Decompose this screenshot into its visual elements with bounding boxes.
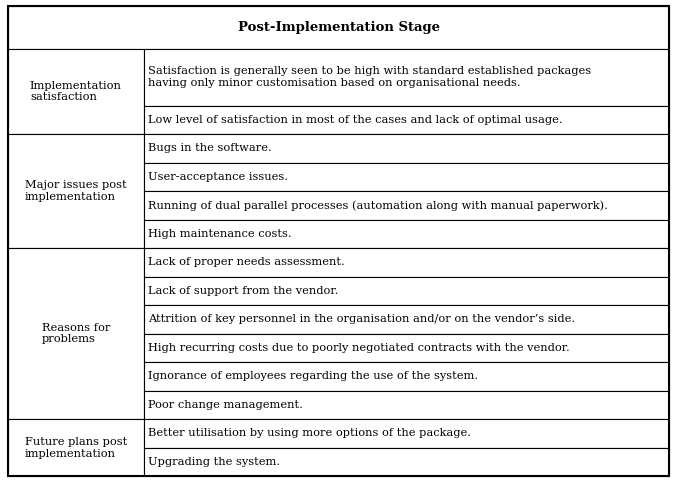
Text: User-acceptance issues.: User-acceptance issues. — [148, 172, 288, 182]
Bar — [144, 305, 669, 334]
Text: Bugs in the software.: Bugs in the software. — [148, 143, 272, 153]
Text: Future plans post
implementation: Future plans post implementation — [25, 437, 127, 458]
Text: Implementation
satisfaction: Implementation satisfaction — [30, 80, 122, 102]
Bar — [144, 220, 669, 248]
Text: Lack of proper needs assessment.: Lack of proper needs assessment. — [148, 257, 345, 268]
Text: Running of dual parallel processes (automation along with manual paperwork).: Running of dual parallel processes (auto… — [148, 200, 608, 211]
Bar — [8, 49, 144, 134]
Bar — [144, 391, 669, 419]
Text: Poor change management.: Poor change management. — [148, 400, 303, 410]
Text: Major issues post
implementation: Major issues post implementation — [25, 180, 127, 202]
Bar — [144, 191, 669, 220]
Text: High recurring costs due to poorly negotiated contracts with the vendor.: High recurring costs due to poorly negot… — [148, 343, 570, 353]
Bar — [144, 334, 669, 362]
Text: High maintenance costs.: High maintenance costs. — [148, 229, 292, 239]
Text: Upgrading the system.: Upgrading the system. — [148, 457, 280, 467]
Bar — [8, 248, 144, 419]
Bar — [144, 419, 669, 448]
Bar — [144, 106, 669, 134]
Bar — [144, 248, 669, 277]
Bar — [144, 277, 669, 305]
Text: Reasons for
problems: Reasons for problems — [42, 323, 110, 345]
Bar — [8, 6, 669, 49]
Bar — [144, 448, 669, 476]
Text: Better utilisation by using more options of the package.: Better utilisation by using more options… — [148, 428, 471, 439]
Text: Satisfaction is generally seen to be high with standard established packages
hav: Satisfaction is generally seen to be hig… — [148, 66, 591, 88]
Text: Low level of satisfaction in most of the cases and lack of optimal usage.: Low level of satisfaction in most of the… — [148, 115, 563, 125]
Bar — [144, 49, 669, 106]
Bar — [144, 162, 669, 191]
Bar — [8, 134, 144, 248]
Text: Attrition of key personnel in the organisation and/or on the vendor’s side.: Attrition of key personnel in the organi… — [148, 314, 575, 324]
Text: Post-Implementation Stage: Post-Implementation Stage — [238, 21, 439, 34]
Text: Lack of support from the vendor.: Lack of support from the vendor. — [148, 286, 338, 296]
Text: Ignorance of employees regarding the use of the system.: Ignorance of employees regarding the use… — [148, 372, 479, 381]
Bar — [144, 362, 669, 391]
Bar — [8, 419, 144, 476]
Bar — [144, 134, 669, 162]
